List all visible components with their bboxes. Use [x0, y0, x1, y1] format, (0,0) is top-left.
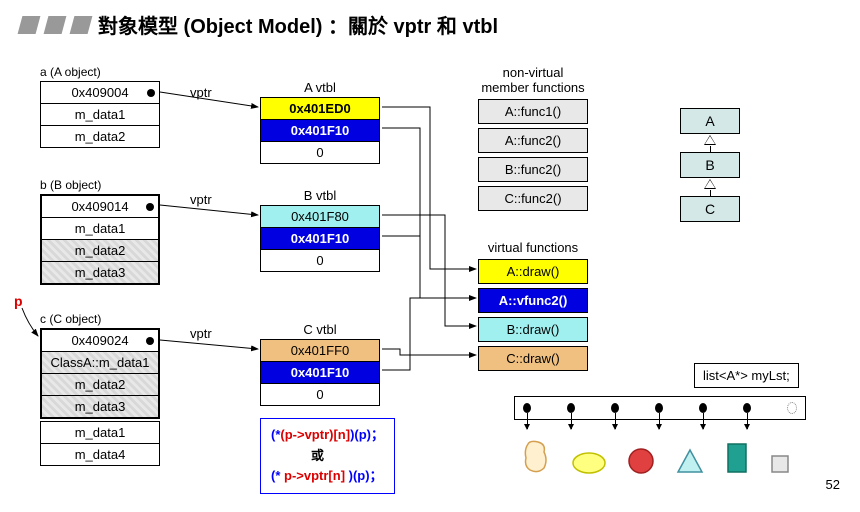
obj-a-box: 0x409004 m_data1 m_data2	[40, 81, 160, 148]
vtbl-b-r2: 0	[261, 250, 379, 271]
obj-b-data2: m_data2	[42, 240, 158, 262]
list-node	[523, 403, 531, 413]
vptr-label-b: vptr	[190, 192, 212, 207]
obj-c-box: 0x409024 ClassA::m_data1 m_data2 m_data3	[40, 328, 160, 419]
obj-b-label: b (B object)	[40, 178, 160, 192]
vfunc-b-draw: B::draw()	[478, 317, 588, 342]
inherit-arrow-icon	[704, 135, 716, 145]
obj-a-addr: 0x409004	[41, 82, 159, 104]
vtbl-a-r2: 0	[261, 142, 379, 163]
p-pointer-label: p	[14, 293, 23, 309]
vtbl-b-r0: 0x401F80	[261, 206, 379, 228]
list-node	[655, 403, 663, 413]
shape-blob-icon	[522, 440, 550, 474]
obj-c-data: ClassA::m_data1	[42, 352, 158, 374]
list-decl: list<A*> myLst;	[694, 363, 799, 388]
vfunc-a-draw: A::draw()	[478, 259, 588, 284]
list-node	[567, 403, 575, 413]
list-end-icon	[787, 402, 797, 414]
func-b-func2: B::func2()	[478, 157, 588, 182]
obj-c-extra2: m_data4	[41, 444, 159, 465]
decor-square	[18, 16, 41, 34]
vtbl-c-r2: 0	[261, 384, 379, 405]
vtbl-a-box: 0x401ED0 0x401F10 0	[260, 97, 380, 164]
code-box: (*(p->vptr)[n])(p)； 或 (* p->vptr[n] )(p)…	[260, 418, 395, 494]
obj-c-data2: m_data2	[42, 374, 158, 396]
obj-b-box: 0x409014 m_data1 m_data2 m_data3	[40, 194, 160, 285]
shape-ellipse-icon	[572, 452, 606, 474]
vtbl-b-r1: 0x401F10	[261, 228, 379, 250]
obj-c-label: c (C object)	[40, 312, 160, 326]
nonvirtual-label: non-virtual member functions	[478, 65, 588, 95]
shape-circle-icon	[628, 448, 654, 474]
decor-square	[44, 16, 67, 34]
inherit-arrow-icon	[704, 179, 716, 189]
hier-a: A	[680, 108, 740, 134]
hier-c: C	[680, 196, 740, 222]
class-hierarchy: A B C	[680, 108, 740, 222]
obj-a-data2: m_data2	[41, 126, 159, 147]
func-a-func2: A::func2()	[478, 128, 588, 153]
page-number: 52	[826, 477, 840, 492]
vtbl-a-label: A vtbl	[260, 80, 380, 95]
shape-square-icon	[770, 454, 790, 474]
shapes-row	[514, 440, 806, 474]
shape-triangle-icon	[676, 448, 704, 474]
vtbl-c-r1: 0x401F10	[261, 362, 379, 384]
vtbl-a-r0: 0x401ED0	[261, 98, 379, 120]
obj-c-data3: m_data3	[42, 396, 158, 417]
shape-rect-icon	[726, 442, 748, 474]
vtbl-b-box: 0x401F80 0x401F10 0	[260, 205, 380, 272]
hier-b: B	[680, 152, 740, 178]
vfunc-c-draw: C::draw()	[478, 346, 588, 371]
func-c-func2: C::func2()	[478, 186, 588, 211]
obj-c-addr: 0x409024	[42, 330, 158, 352]
list-node	[611, 403, 619, 413]
obj-a-data1: m_data1	[41, 104, 159, 126]
page-title: 對象模型 (Object Model) ：關於 vptr 和 vtbl	[98, 10, 498, 39]
obj-c-extra: m_data1 m_data4	[40, 421, 160, 466]
vtbl-a-r1: 0x401F10	[261, 120, 379, 142]
list-node	[743, 403, 751, 413]
title-row: 對象模型 (Object Model) ：關於 vptr 和 vtbl	[20, 10, 840, 39]
vptr-label-c: vptr	[190, 326, 212, 341]
vfunc-a-vfunc2: A::vfunc2()	[478, 288, 588, 313]
decor-square	[70, 16, 93, 34]
obj-b-data1: m_data1	[42, 218, 158, 240]
func-a-func1: A::func1()	[478, 99, 588, 124]
container-bar	[514, 396, 806, 420]
obj-b-addr: 0x409014	[42, 196, 158, 218]
obj-b-data3: m_data3	[42, 262, 158, 283]
vtbl-c-box: 0x401FF0 0x401F10 0	[260, 339, 380, 406]
virtual-label: virtual functions	[478, 240, 588, 255]
vtbl-b-label: B vtbl	[260, 188, 380, 203]
obj-c-extra1: m_data1	[41, 422, 159, 444]
list-node	[699, 403, 707, 413]
obj-a-label: a (A object)	[40, 65, 160, 79]
vptr-label-a: vptr	[190, 85, 212, 100]
vtbl-c-label: C vtbl	[260, 322, 380, 337]
vtbl-c-r0: 0x401FF0	[261, 340, 379, 362]
